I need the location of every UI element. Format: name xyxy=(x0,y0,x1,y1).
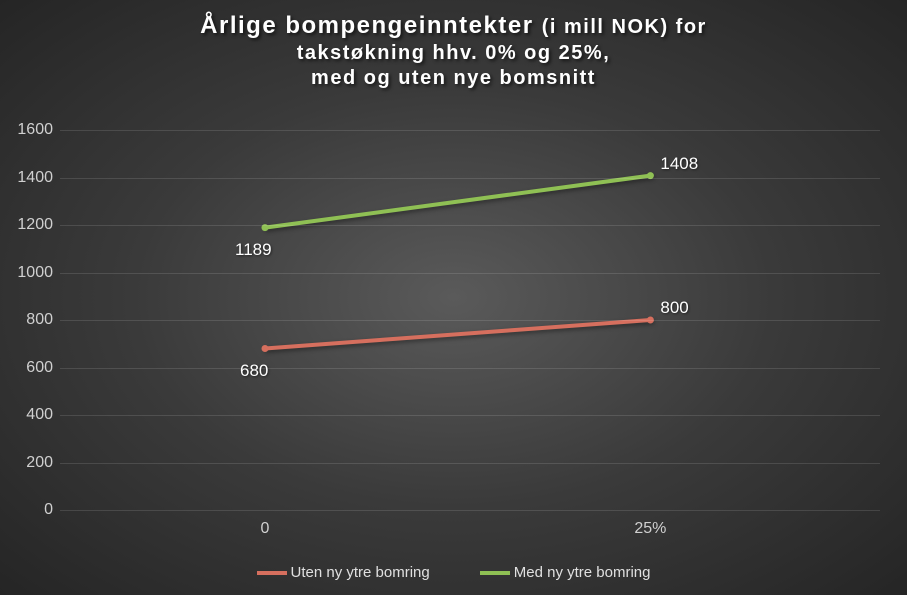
gridline xyxy=(60,225,880,226)
gridline xyxy=(60,178,880,179)
x-axis-label: 0 xyxy=(261,520,270,538)
y-axis-label: 800 xyxy=(5,311,53,329)
legend-item: Med ny ytre bomring xyxy=(480,564,651,581)
series-line xyxy=(265,176,650,228)
y-axis-label: 600 xyxy=(5,359,53,377)
gridline xyxy=(60,415,880,416)
y-axis-label: 1000 xyxy=(5,264,53,282)
gridline xyxy=(60,368,880,369)
gridline xyxy=(60,510,880,511)
data-label: 1189 xyxy=(235,240,272,260)
legend-label: Uten ny ytre bomring xyxy=(291,564,430,581)
title-main: Årlige bompengeinntekter xyxy=(200,12,533,39)
gridline xyxy=(60,130,880,131)
legend-swatch xyxy=(257,571,287,575)
data-label: 680 xyxy=(240,361,268,381)
y-axis-label: 1600 xyxy=(5,121,53,139)
y-axis-label: 1200 xyxy=(5,216,53,234)
y-axis-label: 400 xyxy=(5,406,53,424)
title-sub: (i mill NOK) for xyxy=(542,16,707,38)
data-point xyxy=(262,345,269,352)
data-label: 800 xyxy=(660,298,688,318)
y-axis-label: 0 xyxy=(5,501,53,519)
data-label: 1408 xyxy=(660,154,698,174)
plot-area: 02004006008001000120014001600025%6808001… xyxy=(60,130,880,510)
gridline xyxy=(60,463,880,464)
y-axis-label: 1400 xyxy=(5,169,53,187)
x-axis-label: 25% xyxy=(634,520,666,538)
legend-item: Uten ny ytre bomring xyxy=(257,564,430,581)
gridline xyxy=(60,320,880,321)
legend-swatch xyxy=(480,571,510,575)
gridline xyxy=(60,273,880,274)
legend: Uten ny ytre bomring Med ny ytre bomring xyxy=(0,564,907,581)
y-axis-label: 200 xyxy=(5,454,53,472)
chart-title: Årlige bompengeinntekter (i mill NOK) fo… xyxy=(0,12,907,90)
title-line2: takstøkning hhv. 0% og 25%, xyxy=(0,42,907,65)
legend-label: Med ny ytre bomring xyxy=(514,564,651,581)
series-line xyxy=(265,320,650,349)
title-line3: med og uten nye bomsnitt xyxy=(0,67,907,90)
